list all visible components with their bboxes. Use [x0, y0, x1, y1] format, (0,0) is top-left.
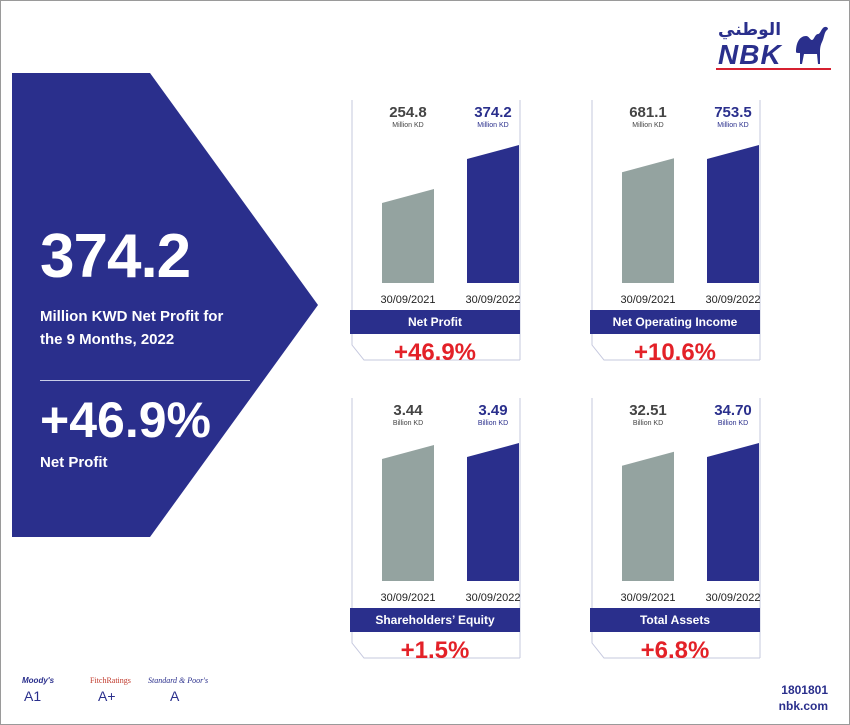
bar-2022: [707, 145, 759, 283]
chart-title: Total Assets: [590, 608, 760, 632]
sp-label: Standard & Poor's: [148, 676, 209, 685]
net-operating-income-panel: 681.1 Million KD 30/09/2021 753.5 Million KD…: [590, 100, 780, 380]
unit-label: Billion KD: [393, 420, 423, 427]
panel-border-line: [591, 398, 760, 659]
logo-underline: [716, 68, 831, 70]
category-label: 30/09/2022: [705, 592, 760, 604]
unit-label: Billion KD: [633, 420, 663, 427]
panel-border: [351, 100, 521, 361]
bar-2021: [382, 189, 434, 283]
hero-divider: [40, 380, 250, 381]
bar-2021: [622, 451, 674, 581]
hero-description: Million KWD Net Profit for the 9 Months,…: [40, 308, 224, 348]
percent-change: +10.6%: [633, 339, 717, 366]
unit-label: Million KD: [717, 122, 749, 129]
website-link[interactable]: nbk.com: [778, 699, 828, 713]
unit-label: Billion KD: [718, 420, 748, 427]
category-label: 30/09/2021: [620, 294, 675, 306]
moodys-rating: A1: [24, 688, 42, 704]
phone-number: 1801801: [781, 683, 828, 697]
nbk-logo: الوطني NBK: [716, 20, 831, 70]
moodys-label: Moody's: [22, 676, 55, 685]
unit-label: Million KD: [632, 122, 664, 129]
data-label: 374.2: [474, 104, 512, 121]
category-label: 30/09/2022: [465, 294, 520, 306]
bar-2021: [622, 158, 674, 283]
fitch-label: FitchRatings: [90, 676, 131, 685]
percent-change: +46.9%: [393, 339, 477, 366]
logo-arabic-text: الوطني: [718, 20, 782, 40]
percent-change: +1.5%: [400, 637, 470, 664]
data-label: 254.8: [389, 104, 427, 121]
bar-2022: [467, 145, 519, 283]
category-label: 30/09/2021: [380, 592, 435, 604]
shareholders-equity-panel: 3.44 Billion KD 30/09/2021 3.49 Billion KD 30…: [350, 398, 540, 678]
category-label: 30/09/2021: [380, 294, 435, 306]
category-label: 30/09/2021: [620, 592, 675, 604]
chart-title: Net Operating Income: [590, 310, 760, 334]
credit-ratings: Moody's A1 FitchRatings A+ Standard & Po…: [22, 676, 222, 716]
chart-title: Net Profit: [350, 310, 520, 334]
total-assets-panel: 32.51 Billion KD 30/09/2021 34.70 Billion KD…: [590, 398, 780, 678]
panel-border: [351, 398, 521, 659]
data-label: 32.51: [629, 402, 667, 419]
unit-label: Million KD: [392, 122, 424, 129]
category-label: 30/09/2022: [465, 592, 520, 604]
bar-2022: [467, 443, 519, 581]
data-label: 753.5: [714, 104, 752, 121]
hero-value: 374.2: [40, 222, 191, 291]
panel-border: [591, 100, 761, 361]
camel-icon: [796, 26, 828, 65]
percent-change: +6.8%: [640, 637, 710, 664]
bar-2021: [382, 444, 434, 581]
unit-label: Million KD: [477, 122, 509, 129]
contact-info: 1801801 nbk.com: [779, 682, 828, 714]
category-label: 30/09/2022: [705, 294, 760, 306]
sp-rating: A: [170, 688, 180, 704]
hero-change: +46.9%: [40, 392, 211, 448]
panel-border-line: [591, 100, 760, 361]
chart-title: Shareholders’ Equity: [350, 608, 520, 632]
bar-2022: [707, 443, 759, 581]
data-label: 681.1: [629, 104, 667, 121]
hero-change-label: Net Profit: [40, 454, 108, 471]
fitch-rating: A+: [98, 688, 116, 704]
panel-border: [591, 398, 761, 659]
unit-label: Billion KD: [478, 420, 508, 427]
data-label: 3.44: [393, 402, 423, 419]
panel-border-line: [351, 398, 520, 659]
data-label: 34.70: [714, 402, 752, 419]
net-profit-panel: 254.8 Million KD 30/09/2021 374.2 Million KD…: [350, 100, 540, 380]
logo-name: NBK: [718, 39, 782, 70]
data-label: 3.49: [478, 402, 507, 419]
panel-border-line: [351, 100, 520, 361]
